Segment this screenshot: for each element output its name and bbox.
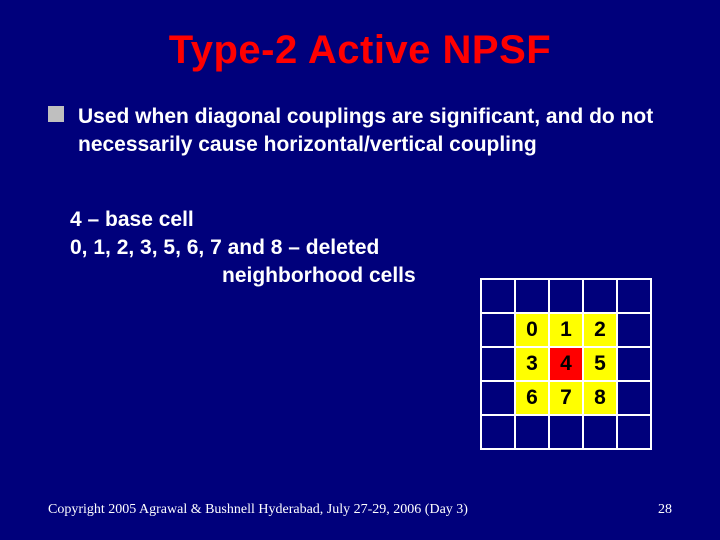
grid-cell [515,415,549,449]
grid-cell: 3 [515,347,549,381]
grid-cell [617,279,651,313]
bullet-square-icon [48,106,64,122]
legend-line-1: 4 – base cell [70,206,430,234]
grid-cell: 2 [583,313,617,347]
grid-cell [481,415,515,449]
grid-cell [515,279,549,313]
slide-title: Type-2 Active NPSF [0,0,720,73]
grid-cell [617,313,651,347]
grid-cell [481,279,515,313]
grid-cell [583,415,617,449]
grid-cell: 4 [549,347,583,381]
legend-line-3: neighborhood cells [70,262,430,290]
grid-cell: 7 [549,381,583,415]
grid-cell: 1 [549,313,583,347]
grid-cell [617,415,651,449]
legend-block: 4 – base cell 0, 1, 2, 3, 5, 6, 7 and 8 … [0,160,430,291]
grid-cell [617,347,651,381]
page-number: 28 [658,502,672,518]
bullet-text: Used when diagonal couplings are signifi… [78,103,660,160]
grid-cell [583,279,617,313]
bullet-item: Used when diagonal couplings are signifi… [0,73,720,160]
neighborhood-grid: 012345678 [480,278,652,450]
grid-cell: 8 [583,381,617,415]
grid-cell [481,347,515,381]
footer: Copyright 2005 Agrawal & Bushnell Hydera… [48,502,672,518]
grid-cell: 6 [515,381,549,415]
grid-cell [481,313,515,347]
grid-cell [617,381,651,415]
copyright-text: Copyright 2005 Agrawal & Bushnell Hydera… [48,502,468,518]
grid-cell [481,381,515,415]
grid-cell [549,415,583,449]
grid-cell: 0 [515,313,549,347]
legend-line-2: 0, 1, 2, 3, 5, 6, 7 and 8 – deleted [70,234,430,262]
grid-cell: 5 [583,347,617,381]
grid-cell [549,279,583,313]
